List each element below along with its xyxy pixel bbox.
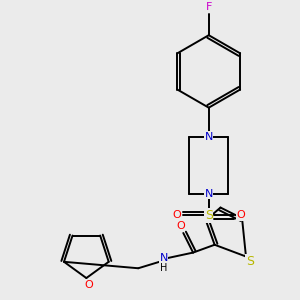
Text: O: O bbox=[172, 210, 181, 220]
Text: O: O bbox=[84, 280, 93, 290]
Text: H: H bbox=[160, 263, 167, 273]
Text: O: O bbox=[237, 210, 245, 220]
Text: F: F bbox=[206, 2, 212, 12]
Text: O: O bbox=[176, 221, 185, 231]
Text: S: S bbox=[246, 255, 254, 268]
Text: N: N bbox=[160, 254, 168, 263]
Text: N: N bbox=[205, 189, 213, 199]
Text: S: S bbox=[205, 209, 213, 222]
Text: N: N bbox=[205, 132, 213, 142]
